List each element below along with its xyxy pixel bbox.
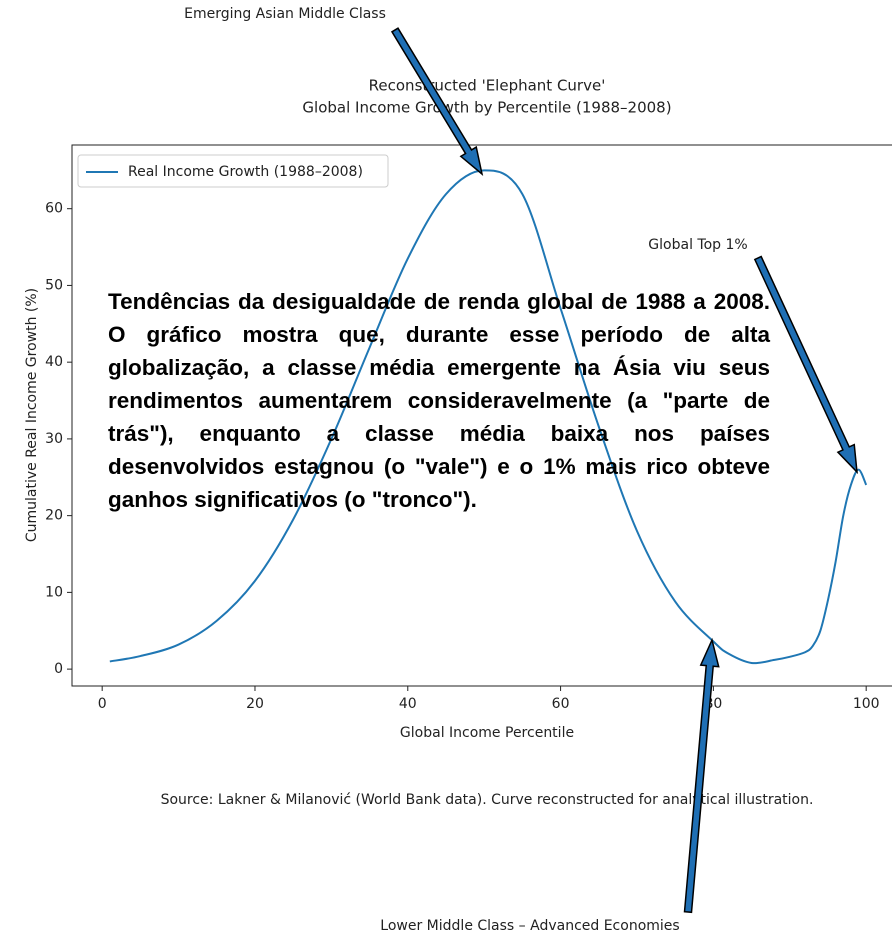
arrow bbox=[683, 637, 720, 914]
annotation: Emerging Asian Middle Class bbox=[184, 6, 386, 22]
x-tick-label: 20 bbox=[246, 696, 264, 712]
chart-subtitle: Global Income Growth by Percentile (1988… bbox=[302, 99, 671, 117]
y-tick-label: 60 bbox=[45, 201, 63, 217]
data-line bbox=[109, 169, 868, 665]
y-axis-label: Cumulative Real Income Growth (%) bbox=[24, 288, 40, 542]
x-tick-label: 60 bbox=[552, 696, 570, 712]
annotation: Global Top 1% bbox=[648, 237, 747, 253]
x-axis-label: Global Income Percentile bbox=[400, 725, 574, 741]
legend-label: Real Income Growth (1988–2008) bbox=[128, 164, 363, 180]
annotation: Lower Middle Class – Advanced Economies bbox=[380, 918, 679, 934]
y-tick-label: 20 bbox=[45, 508, 63, 524]
x-tick-label: 0 bbox=[98, 696, 107, 712]
y-tick-label: 0 bbox=[54, 661, 63, 677]
y-tick-label: 10 bbox=[45, 584, 63, 600]
y-tick-label: 50 bbox=[45, 277, 63, 293]
arrow bbox=[390, 27, 484, 176]
chart-title: Reconstructed 'Elephant Curve' bbox=[369, 77, 606, 95]
plot-frame bbox=[71, 144, 892, 687]
source-note: Source: Lakner & Milanović (World Bank d… bbox=[161, 792, 814, 808]
arrow bbox=[753, 255, 858, 475]
y-tick-label: 40 bbox=[45, 354, 63, 370]
x-tick-label: 40 bbox=[399, 696, 417, 712]
y-tick-label: 30 bbox=[45, 431, 63, 447]
legend-box bbox=[77, 154, 389, 188]
x-tick-label: 100 bbox=[853, 696, 880, 712]
overlay-text: Tendências da desigualdade de renda glob… bbox=[108, 289, 770, 512]
